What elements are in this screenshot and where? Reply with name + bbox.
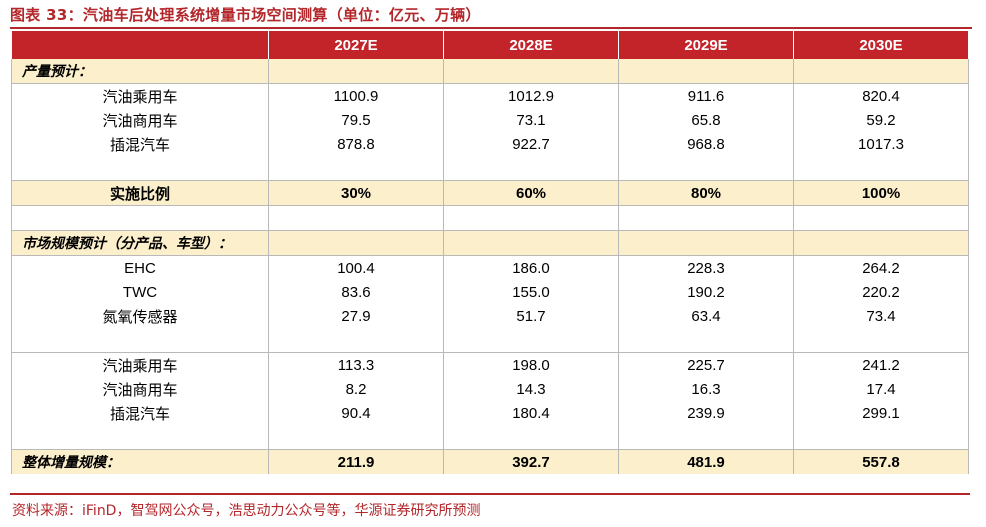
cell: 211.9 — [268, 449, 444, 474]
cell: 1017.3 — [793, 132, 969, 156]
cell: 59.2 — [793, 108, 969, 132]
cell: 113.3 — [268, 352, 444, 377]
source-note: 资料来源：iFinD，智驾网公众号，浩思动力公众号等，华源证券研究所预测 — [12, 503, 481, 519]
cell: 100.4 — [268, 255, 444, 280]
row-label: 汽油商用车 — [11, 377, 269, 401]
header-cell — [11, 31, 269, 59]
row-label: 汽油商用车 — [11, 108, 269, 132]
cell: 557.8 — [793, 449, 969, 474]
row-label: 整体增量规模： — [11, 449, 269, 474]
total-row: 整体增量规模： 211.9 392.7 481.9 557.8 — [11, 449, 969, 474]
cell: 228.3 — [618, 255, 794, 280]
row-label: 氮氧传感器 — [11, 304, 269, 328]
cell: 481.9 — [618, 449, 794, 474]
header-cell: 2028E — [443, 31, 619, 59]
cell: 241.2 — [793, 352, 969, 377]
cell: 820.4 — [793, 83, 969, 108]
row-label: 插混汽车 — [11, 401, 269, 425]
cell: 73.4 — [793, 304, 969, 328]
header-cell: 2030E — [793, 31, 969, 59]
table-row: 汽油乘用车 1100.9 1012.9 911.6 820.4 — [11, 83, 969, 108]
header-row: 2027E 2028E 2029E 2030E — [11, 31, 969, 59]
cell: 51.7 — [443, 304, 619, 328]
spacer-row — [11, 156, 969, 181]
row-label: TWC — [11, 280, 269, 304]
table-row: 插混汽车 90.4 180.4 239.9 299.1 — [11, 401, 969, 425]
cell: 14.3 — [443, 377, 619, 401]
ratio-row: 实施比例 30% 60% 80% 100% — [11, 180, 969, 206]
section-label: 产量预计： — [11, 59, 269, 84]
cell: 198.0 — [443, 352, 619, 377]
cell: 83.6 — [268, 280, 444, 304]
spacer-row — [11, 328, 969, 353]
cell: 186.0 — [443, 255, 619, 280]
row-label: EHC — [11, 255, 269, 280]
title-divider — [10, 27, 972, 29]
cell: 1100.9 — [268, 83, 444, 108]
cell: 392.7 — [443, 449, 619, 474]
cell: 80% — [618, 180, 794, 206]
cell: 65.8 — [618, 108, 794, 132]
cell: 225.7 — [618, 352, 794, 377]
table-row: 汽油商用车 8.2 14.3 16.3 17.4 — [11, 377, 969, 401]
cell: 17.4 — [793, 377, 969, 401]
cell: 73.1 — [443, 108, 619, 132]
cell: 30% — [268, 180, 444, 206]
cell: 878.8 — [268, 132, 444, 156]
table-row: 插混汽车 878.8 922.7 968.8 1017.3 — [11, 132, 969, 156]
cell: 63.4 — [618, 304, 794, 328]
cell: 968.8 — [618, 132, 794, 156]
cell: 1012.9 — [443, 83, 619, 108]
section-row-market: 市场规模预计（分产品、车型）： — [11, 230, 969, 256]
row-label: 汽油乘用车 — [11, 83, 269, 108]
table-row: EHC 100.4 186.0 228.3 264.2 — [11, 255, 969, 280]
header-cell: 2029E — [618, 31, 794, 59]
cell: 100% — [793, 180, 969, 206]
header-cell: 2027E — [268, 31, 444, 59]
cell: 239.9 — [618, 401, 794, 425]
cell: 8.2 — [268, 377, 444, 401]
cell: 180.4 — [443, 401, 619, 425]
cell: 90.4 — [268, 401, 444, 425]
cell: 911.6 — [618, 83, 794, 108]
spacer-row — [11, 425, 969, 450]
table-row: 汽油乘用车 113.3 198.0 225.7 241.2 — [11, 352, 969, 377]
cell: 27.9 — [268, 304, 444, 328]
bottom-divider — [10, 493, 970, 495]
cell: 264.2 — [793, 255, 969, 280]
section-row-production: 产量预计： — [11, 59, 969, 84]
row-label: 汽油乘用车 — [11, 352, 269, 377]
cell: 60% — [443, 180, 619, 206]
cell: 155.0 — [443, 280, 619, 304]
spacer-row — [11, 205, 969, 231]
cell: 922.7 — [443, 132, 619, 156]
table-title: 图表 33：汽油车后处理系统增量市场空间测算（单位：亿元、万辆） — [10, 6, 481, 24]
table-row: TWC 83.6 155.0 190.2 220.2 — [11, 280, 969, 304]
cell: 79.5 — [268, 108, 444, 132]
cell: 190.2 — [618, 280, 794, 304]
cell: 220.2 — [793, 280, 969, 304]
cell: 16.3 — [618, 377, 794, 401]
row-label: 实施比例 — [11, 180, 269, 206]
section-label: 市场规模预计（分产品、车型）： — [11, 230, 269, 256]
market-estimate-table: 2027E 2028E 2029E 2030E 产量预计： 汽油乘用车 1100… — [11, 31, 969, 474]
table-row: 汽油商用车 79.5 73.1 65.8 59.2 — [11, 108, 969, 132]
cell: 299.1 — [793, 401, 969, 425]
row-label: 插混汽车 — [11, 132, 269, 156]
table-row: 氮氧传感器 27.9 51.7 63.4 73.4 — [11, 304, 969, 328]
